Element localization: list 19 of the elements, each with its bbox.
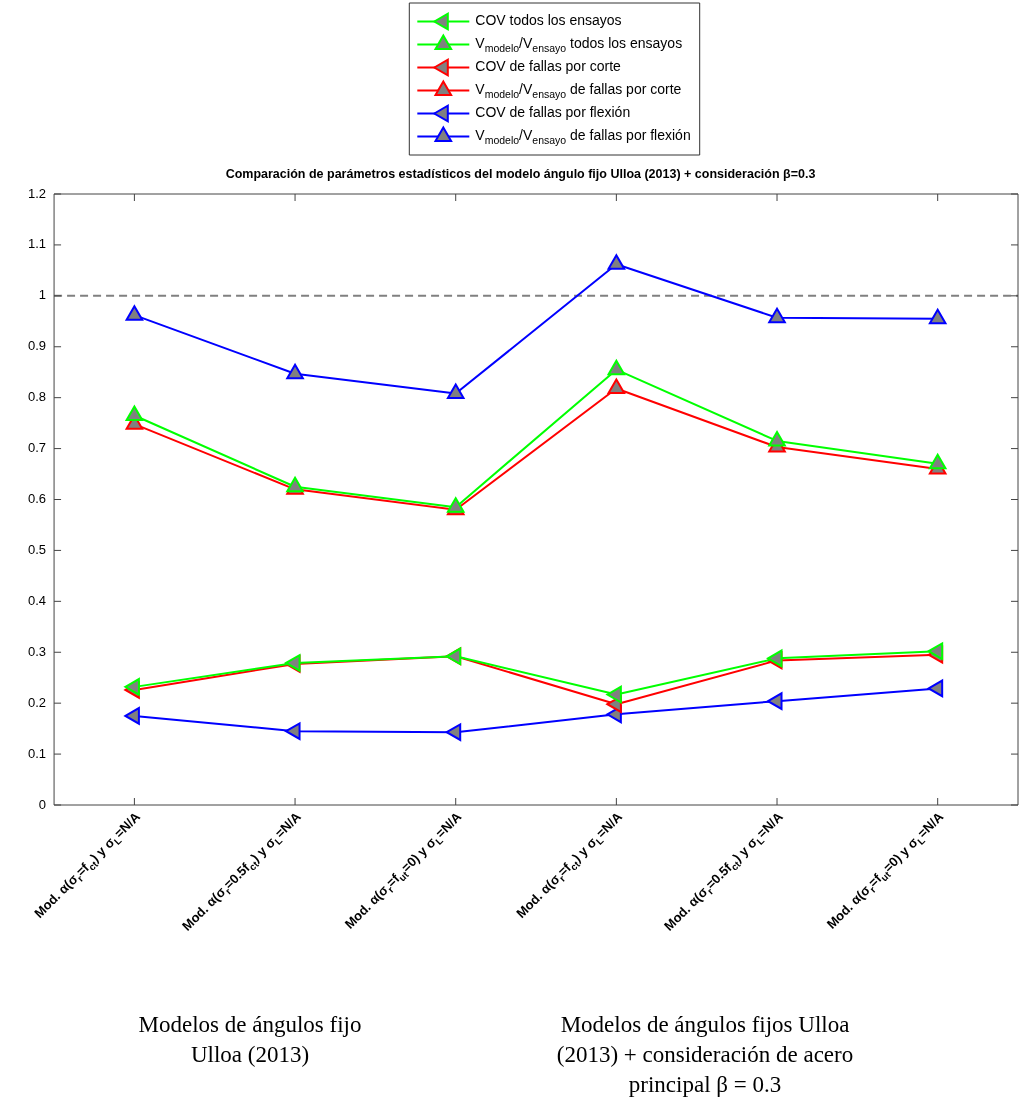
text: Modelos de ángulos fijos Ulloa (2013) + consideración de acero principal β = 0.3 <box>555 1011 855 1099</box>
y-tick-label: 0.2 <box>27 694 47 710</box>
y-tick-label: 0.9 <box>27 338 47 354</box>
y-tick-label: 0.1 <box>27 745 47 761</box>
y-tick-label: 1.2 <box>27 185 47 201</box>
y-tick-label: 0.8 <box>27 389 47 405</box>
text: Modelos de ángulos fijo Ulloa (2013) <box>137 1011 363 1069</box>
legend-label: COV todos los ensayos <box>475 12 622 29</box>
chart-title: Comparación de parámetros estadísticos del modelo ángulo fijo Ulloa (2013) + consideración β=0.3 <box>225 166 816 181</box>
y-tick-label: 0.3 <box>27 643 47 659</box>
y-tick-label: 0.5 <box>27 541 47 557</box>
y-tick-label: 1.1 <box>27 236 47 252</box>
legend-label: COV de fallas por corte <box>475 58 622 75</box>
y-tick-label: 0.7 <box>27 440 47 456</box>
legend-label: COV de fallas por flexión <box>475 104 631 121</box>
y-tick-label: 0.4 <box>27 592 47 608</box>
y-tick-label: 0 <box>38 796 47 812</box>
y-tick-label: 1 <box>38 287 47 303</box>
y-tick-label: 0.6 <box>27 491 47 507</box>
